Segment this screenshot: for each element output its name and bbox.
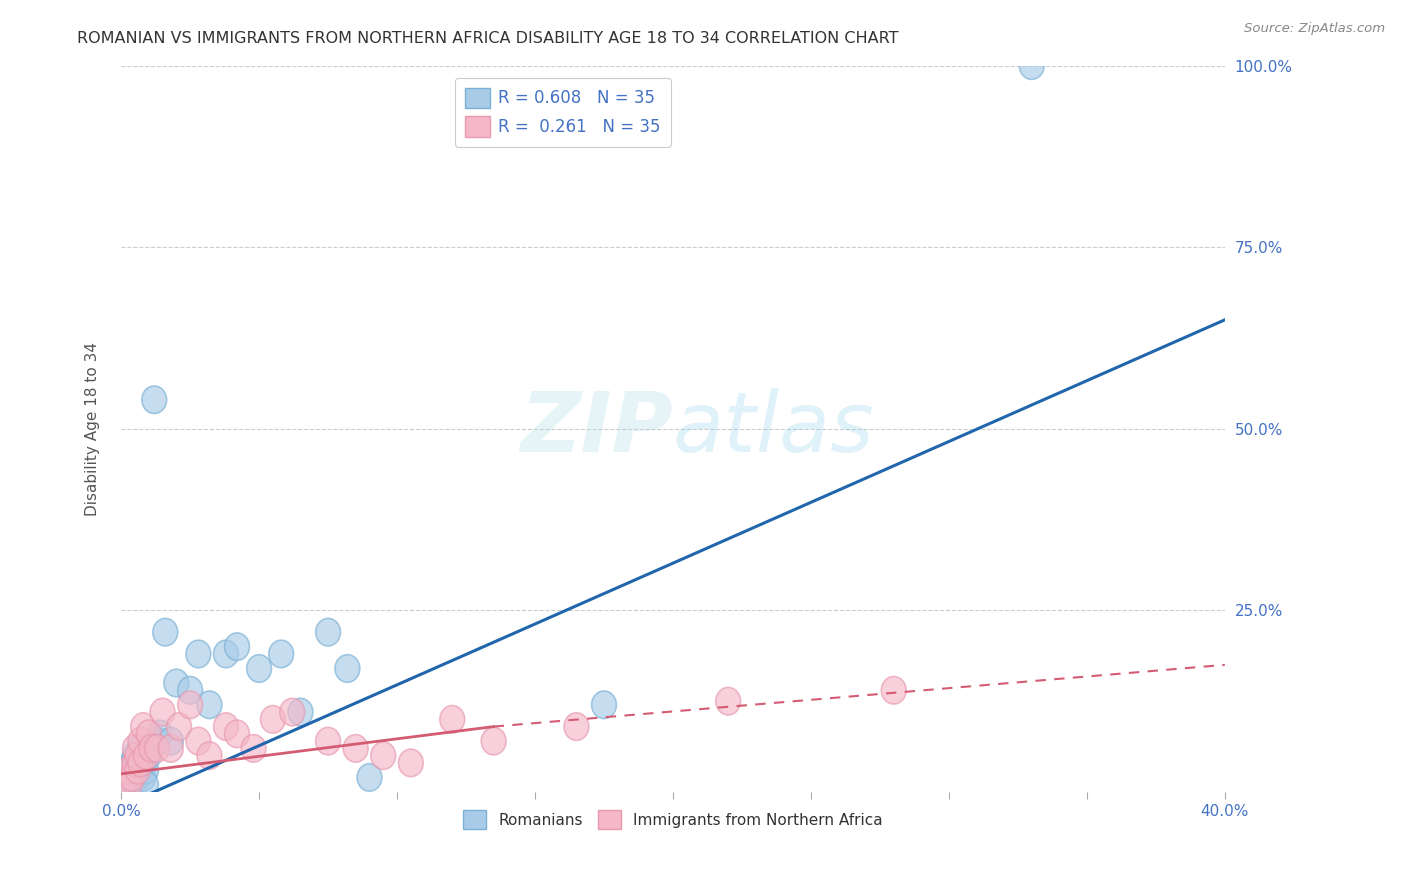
Text: ZIP: ZIP: [520, 388, 673, 469]
Y-axis label: Disability Age 18 to 34: Disability Age 18 to 34: [86, 342, 100, 516]
Legend: Romanians, Immigrants from Northern Africa: Romanians, Immigrants from Northern Afri…: [457, 805, 889, 835]
Text: atlas: atlas: [673, 388, 875, 469]
Text: Source: ZipAtlas.com: Source: ZipAtlas.com: [1244, 22, 1385, 36]
Text: ROMANIAN VS IMMIGRANTS FROM NORTHERN AFRICA DISABILITY AGE 18 TO 34 CORRELATION : ROMANIAN VS IMMIGRANTS FROM NORTHERN AFR…: [77, 31, 898, 46]
